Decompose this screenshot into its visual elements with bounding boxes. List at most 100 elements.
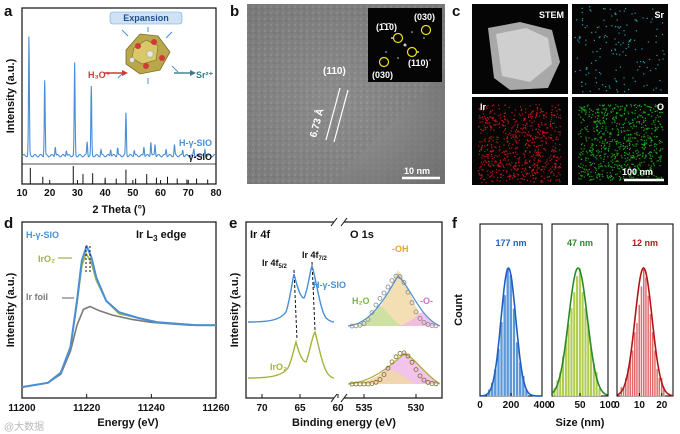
ion-in-arrowhead (122, 70, 128, 76)
e-xtick-label-60: 60 (332, 403, 344, 414)
panel-e-fit-oh (356, 270, 432, 326)
saed-inset: (1̄1̄0) (030) (030) (110) (368, 8, 442, 82)
histogram-2: 12 nm 0 10 20 (614, 223, 674, 411)
panel-a-label: a (4, 3, 13, 20)
panel-d-xanes: Intensity (a.u.) Energy (eV) 11200 11220 1… (5, 221, 230, 429)
a-xtick-label-10: 10 (16, 188, 28, 199)
d-xtick-label-11200: 11200 (8, 403, 36, 414)
ir-map-label: Ir (480, 102, 487, 112)
expansion-badge (109, 11, 183, 25)
hist-bar-1-9 (578, 267, 582, 397)
eds-scale-label: 100 nm (622, 167, 653, 177)
panel-e-dash-1 (293, 269, 298, 341)
axis-break-marks (330, 217, 348, 403)
expansion-label: Expansion (123, 13, 169, 23)
panel-a-series-label: H-γ-SIO (179, 138, 212, 148)
hist-fit-1 (551, 267, 609, 396)
panel-e-xps: Intensity (a.u.) Binding energy (eV) 70 6… (229, 217, 443, 429)
panel-f-label: f (452, 215, 458, 232)
hist-xtick-label-1-0: 0 (549, 400, 555, 411)
a-xtick-label-50: 50 (127, 188, 139, 199)
a-xtick-label-70: 70 (183, 188, 195, 199)
panel-d-xticks: 11200 11220 11240 11260 (8, 394, 230, 414)
hist-xtick-label-1-50: 50 (574, 400, 586, 411)
panel-e-xlabel: Binding energy (eV) (292, 417, 396, 429)
panel-a-xrd: Intensity (a.u.) 2 Theta (°) 10 20 30 40 50 6… (5, 7, 222, 216)
hist-bar-2-2 (624, 377, 627, 397)
hist-bar-0-4 (499, 321, 504, 397)
hist-bar-0-5 (503, 294, 507, 397)
panel-d-xlabel: Energy (eV) (97, 417, 158, 429)
hist-bar-2-17 (658, 377, 661, 397)
hist-xtick-label-0-400: 400 (534, 400, 551, 411)
hrtem-scale-label: 10 nm (404, 166, 430, 176)
panel-b-hrtem: (110) 6.73 Å (1̄1̄0) (030) (030) (110) 1… (247, 4, 445, 184)
hist-mean-label-1: 47 nm (567, 238, 593, 248)
hist-bar-1-7 (572, 291, 576, 397)
e-xtick-label-70: 70 (256, 403, 268, 414)
a-xtick-label-20: 20 (44, 188, 56, 199)
panel-a-frame (21, 7, 217, 185)
ir-map-dots (478, 104, 562, 184)
sr-map-label: Sr (654, 10, 664, 20)
panel-d-label: d (4, 215, 13, 232)
histogram-0: 177 nm 0 200 400 (477, 223, 551, 411)
panel-a-inset-structure: Expansion H₃O⁺ Sr²⁺ (88, 11, 214, 84)
panel-e-dash-2 (311, 261, 316, 331)
panel-e-peak-label-1: Ir 4f5/2 (262, 258, 288, 270)
panel-d-curves (21, 245, 216, 389)
hist-mean-label-2: 12 nm (632, 238, 658, 248)
ir-map (472, 97, 568, 185)
hist-bar-0-8 (512, 308, 516, 397)
ion-out-label: Sr²⁺ (196, 70, 214, 80)
hist-bar-2-14 (651, 331, 654, 397)
panel-e-right-title: O 1s (350, 229, 374, 241)
hist-bar-1-5 (567, 323, 571, 397)
o-map-dots (578, 104, 664, 182)
e-xtick-label-65: 65 (294, 403, 306, 414)
panel-c-label: c (452, 3, 460, 20)
e-xtick-label-530: 530 (408, 403, 425, 414)
hist-bar-0-7 (509, 274, 513, 397)
panel-a-xticks: 10 20 30 40 50 60 70 80 (16, 180, 222, 199)
panel-e-ir-curve-2 (247, 330, 335, 379)
panel-d-legend-3: Ir foil (26, 292, 48, 302)
panel-e-series-label-2: IrO₂ (270, 362, 287, 372)
panel-a-ref-sticks (29, 166, 209, 184)
panel-e-o-label-2: H₂O (352, 296, 370, 306)
hist-bar-1-10 (581, 291, 585, 397)
hist-xtick-label-0-0: 0 (477, 400, 483, 411)
hist-bar-2-7 (635, 322, 639, 397)
hist-bar-2-10 (642, 267, 645, 397)
panel-e-left-title: Ir 4f (250, 229, 271, 241)
hist-bar-2-12 (647, 295, 650, 397)
stem-map-label: STEM (539, 10, 564, 20)
a-xtick-label-80: 80 (210, 188, 222, 199)
crystal-structure-icon (125, 33, 171, 75)
hist-bar-2-16 (656, 368, 659, 397)
panel-c-eds-maps: STEM Sr Ir O 100 nm (472, 4, 668, 185)
a-xtick-label-40: 40 (100, 188, 112, 199)
hist-xtick-label-0-200: 200 (503, 400, 520, 411)
hist-xtick-label-1-100: 100 (600, 400, 617, 411)
hist-fit-2 (616, 267, 674, 397)
sr-map-dots (574, 6, 665, 93)
saed-label-3: (030) (372, 70, 393, 80)
watermark: @大数据 (4, 420, 44, 433)
xanes-curve-1 (21, 252, 216, 388)
panel-e-o1s-curve-2 (347, 353, 441, 385)
xanes-curve-0 (21, 245, 216, 389)
panel-e-fit-o-2 (356, 352, 440, 384)
panel-e-series-label-1: H-γ-SIO (313, 280, 346, 290)
lattice-spacing-marker (325, 87, 349, 143)
panel-a-ref-label: γ-SIO (188, 152, 212, 162)
panel-e-o-label-1: -OH (392, 244, 409, 254)
hist-xtick-label-2-20: 20 (656, 400, 668, 411)
panel-e-peak-label-2: Ir 4f7/2 (302, 250, 328, 262)
ion-out-arrowhead (190, 70, 196, 76)
axis-break-gap (334, 396, 344, 402)
panel-a-xrd-trace (21, 36, 217, 158)
panel-f-histograms: 177 nm 0 200 400 47 nm 0 50 100 12 nm 0 10 20 (477, 223, 674, 411)
panel-e-fit-oh-2 (356, 370, 418, 384)
